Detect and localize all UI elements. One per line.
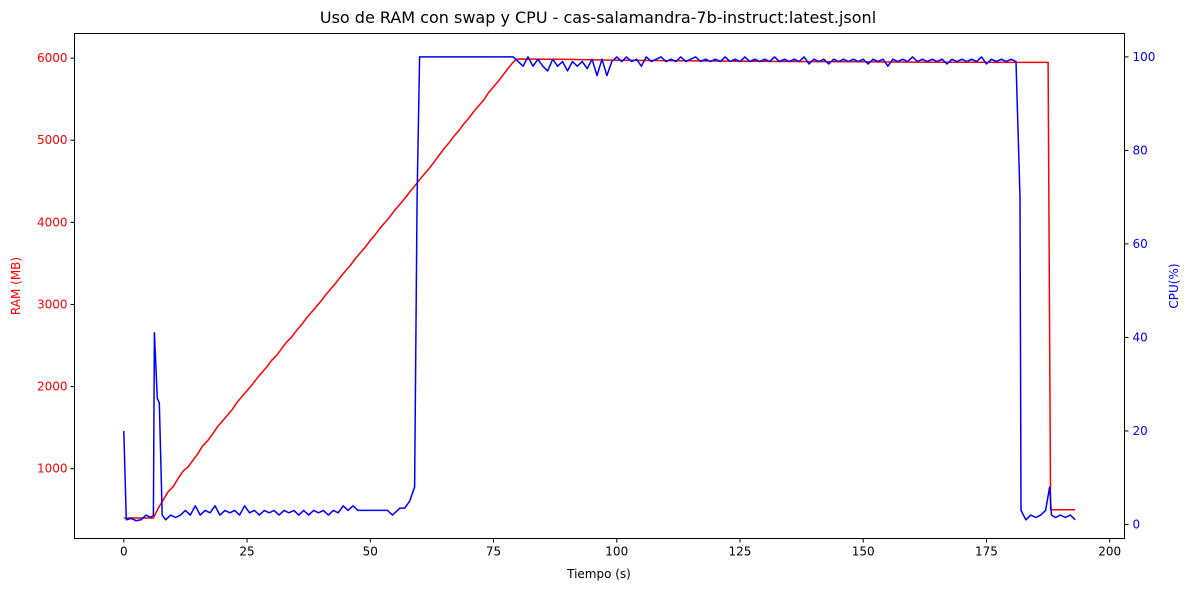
y-left-tick-label: 2000 (37, 380, 68, 394)
plot-frame (74, 33, 1125, 539)
x-axis-label: Tiempo (s) (566, 567, 631, 581)
y-right-tick-label: 60 (1133, 237, 1148, 251)
y-right-tick-label: 80 (1133, 143, 1148, 157)
y-right-tick-label: 100 (1133, 50, 1156, 64)
y-left-tick-label: 5000 (37, 133, 68, 147)
x-tick-label: 100 (605, 545, 628, 559)
y-left-tick-label: 3000 (37, 297, 68, 311)
y-left-tick-label: 1000 (37, 462, 68, 476)
x-tick-label: 0 (120, 545, 128, 559)
y-left-tick-label: 6000 (37, 51, 68, 65)
x-tick-label: 175 (975, 545, 998, 559)
y-right-tick-label: 20 (1133, 424, 1148, 438)
x-tick-label: 125 (729, 545, 752, 559)
x-tick-label: 75 (486, 545, 501, 559)
y-right-tick-label: 0 (1133, 517, 1141, 531)
y-axis-right-label: CPU(%) (1167, 263, 1181, 308)
cpu-line (123, 56, 1076, 522)
y-right-tick-label: 40 (1133, 330, 1148, 344)
x-tick-label: 25 (239, 545, 254, 559)
y-axis-left-label: RAM (MB) (9, 257, 23, 315)
x-axis: 0 25 50 75 100 125 150 175 200 (120, 538, 1121, 559)
plot-area (123, 56, 1076, 522)
y-left-tick-label: 4000 (37, 215, 68, 229)
ram-line (123, 58, 1076, 519)
chart-title: Uso de RAM con swap y CPU - cas-salamand… (320, 8, 876, 27)
x-tick-label: 50 (363, 545, 378, 559)
x-tick-label: 150 (852, 545, 875, 559)
y-axis-right: 0 20 40 60 80 100 (1124, 50, 1156, 531)
y-axis-left: 1000 2000 3000 4000 5000 6000 (37, 51, 75, 476)
x-tick-label: 200 (1098, 545, 1121, 559)
